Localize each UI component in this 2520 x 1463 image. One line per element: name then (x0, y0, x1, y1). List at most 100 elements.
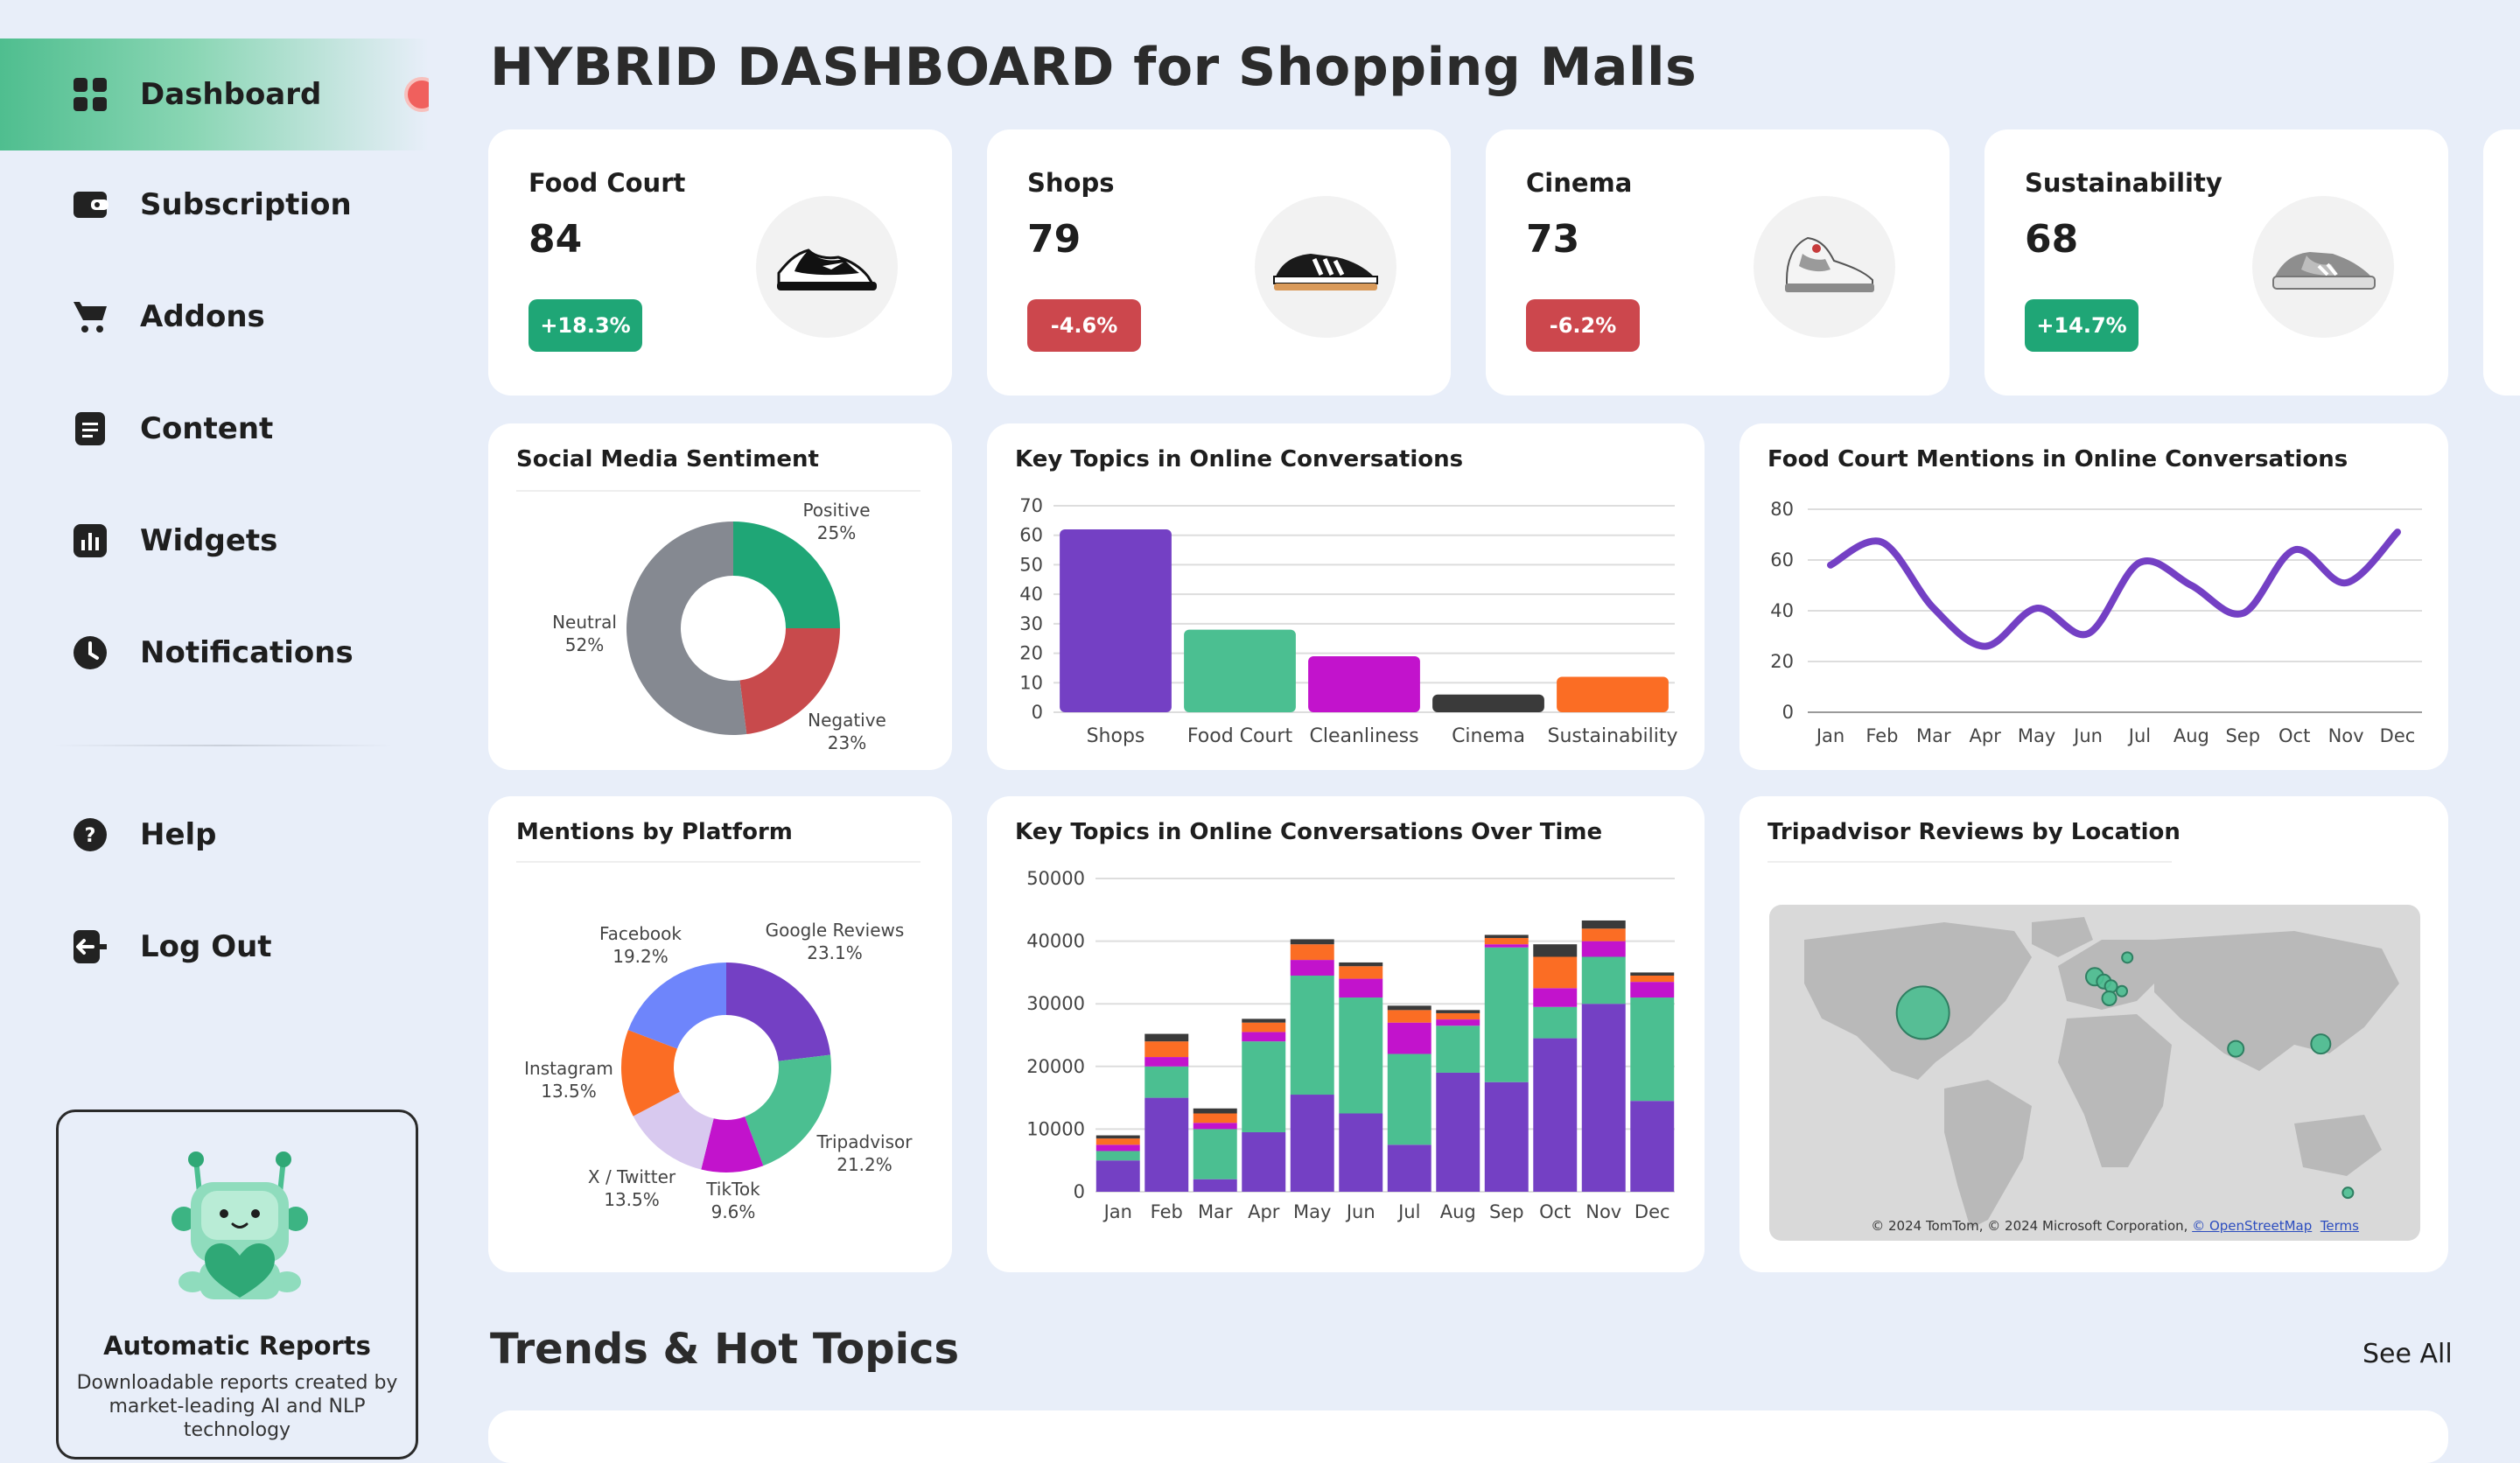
platform-value: 23.1% (807, 942, 863, 963)
bar-segment (1387, 1005, 1432, 1011)
review-bubble (2116, 984, 2128, 998)
key-topics-bar-chart: 0 10 20 30 40 50 60 70 Shops Food Court Cleanlines… (1019, 495, 1677, 747)
bar-segment (1144, 1097, 1189, 1192)
y-tick-label: 0 (1782, 702, 1794, 723)
review-bubble (2104, 979, 2118, 994)
sneaker-icon (1754, 196, 1895, 338)
sidebar-item-subscription[interactable]: Subscription (0, 149, 429, 261)
bar-segment (1339, 998, 1383, 1114)
social-media-sentiment-card: Social Media Sentiment Positive 25% Negati… (488, 424, 952, 770)
platform-value: 21.2% (836, 1154, 892, 1175)
bar-segment (1242, 1022, 1286, 1032)
sidebar-item-help[interactable]: ? Help (0, 779, 429, 891)
bar-segment (1387, 1144, 1432, 1192)
help-icon: ? (72, 816, 108, 853)
x-tick-label: Feb (1151, 1201, 1183, 1222)
review-bubble (2101, 990, 2118, 1006)
review-bubble (2342, 1186, 2355, 1200)
bar-segment (1484, 947, 1529, 1082)
bar-segment (1436, 1072, 1480, 1192)
bar-segment (1193, 1113, 1237, 1124)
bar-segment (1339, 966, 1383, 979)
sidebar-item-label: Log Out (140, 929, 272, 964)
cart-icon (72, 298, 108, 335)
y-tick-label: 30 (1019, 613, 1043, 634)
bar-segment (1484, 1082, 1529, 1192)
openstreetmap-link[interactable]: © OpenStreetMap (2192, 1218, 2313, 1234)
y-tick-label: 40 (1770, 600, 1794, 621)
bar-segment (1533, 988, 1578, 1007)
bar-segment (1630, 982, 1675, 998)
continents (1804, 917, 2399, 1228)
x-tick-label: May (1293, 1201, 1331, 1222)
bar-segment (1242, 1041, 1286, 1132)
sidebar-item-label: Content (140, 411, 274, 446)
x-tick-label: Aug (1440, 1201, 1476, 1222)
bar-segment (1484, 934, 1529, 939)
bar-segment (1290, 944, 1334, 961)
bar-segment (1387, 1022, 1432, 1054)
divider (1768, 861, 2172, 863)
y-tick-label: 60 (1019, 525, 1043, 546)
y-tick-label: 20 (1770, 651, 1794, 672)
y-tick-label: 10 (1019, 672, 1043, 693)
automatic-reports-promo[interactable]: Automatic Reports Downloadable reports c… (56, 1110, 418, 1460)
bar (1432, 694, 1544, 712)
platform-label: Google Reviews (766, 920, 905, 941)
kpi-value: 73 (1526, 217, 1580, 262)
sidebar-item-label: Subscription (140, 187, 352, 222)
platform-value: 13.5% (541, 1081, 597, 1102)
y-tick-label: 40000 (1026, 931, 1085, 952)
bar-segment (1193, 1179, 1237, 1192)
review-bubble (1895, 985, 1950, 1040)
sidebar-item-addons[interactable]: Addons (0, 261, 429, 373)
sentiment-slice (626, 522, 747, 735)
sidebar-item-notifications[interactable]: Notifications (0, 597, 429, 709)
x-tick-label: Aug (2174, 725, 2209, 746)
y-tick-label: 70 (1019, 495, 1043, 516)
mentions-by-platform-card: Mentions by Platform Google Reviews 23.1%… (488, 796, 952, 1272)
kpi-card-cinema[interactable]: Cinema 73 -6.2% (1486, 130, 1950, 396)
card-title: Social Media Sentiment (516, 446, 819, 472)
sentiment-value: 52% (565, 634, 604, 655)
world-map (1804, 917, 2399, 1228)
tripadvisor-map-card: Tripadvisor Reviews by Location © 2024 T… (1740, 796, 2448, 1272)
europe (2058, 940, 2163, 1010)
sidebar-item-dashboard[interactable]: Dashboard (0, 38, 429, 150)
y-tick-label: 80 (1770, 499, 1794, 520)
x-tick-label: Feb (1866, 725, 1898, 746)
y-tick-label: 50000 (1026, 868, 1085, 889)
platform-slice (745, 1054, 831, 1166)
terms-link[interactable]: Terms (2320, 1218, 2359, 1234)
bar-segment (1339, 962, 1383, 967)
y-tick-label: 30000 (1026, 993, 1085, 1014)
sneaker-icon (1255, 196, 1396, 338)
kpi-change-badge: +18.3% (528, 299, 642, 352)
x-tick-label: Food Court (1187, 725, 1293, 747)
kpi-card-shops[interactable]: Shops 79 -4.6% (987, 130, 1451, 396)
bar-segment (1193, 1108, 1237, 1114)
kpi-change-badge: -4.6% (1027, 299, 1141, 352)
sneaker-icon (756, 196, 898, 338)
bar-segment (1387, 1054, 1432, 1145)
trends-section-title: Trends & Hot Topics (490, 1325, 960, 1374)
bar-segment (1533, 944, 1578, 957)
topics-over-time-card: Key Topics in Online Conversations Over … (987, 796, 1704, 1272)
x-tick-label: Sep (1489, 1201, 1524, 1222)
sidebar-item-label: Dashboard (140, 77, 322, 112)
kpi-card-food-court[interactable]: Food Court 84 +18.3% (488, 130, 952, 396)
sidebar-item-widgets[interactable]: Widgets (0, 485, 429, 597)
reviews-map[interactable]: © 2024 TomTom, © 2024 Microsoft Corporat… (1769, 905, 2420, 1241)
bar-segment (1387, 1010, 1432, 1023)
see-all-link[interactable]: See All (2362, 1339, 2453, 1369)
kpi-card-partial (2483, 130, 2520, 396)
sentiment-slice (739, 628, 840, 735)
x-tick-label: Sep (2225, 725, 2260, 746)
kpi-card-sustainability[interactable]: Sustainability 68 +14.7% (1984, 130, 2448, 396)
platform-slice (726, 962, 831, 1061)
x-tick-label: Jun (1345, 1201, 1376, 1222)
sidebar-item-content[interactable]: Content (0, 373, 429, 485)
bar-segment (1339, 978, 1383, 998)
divider (516, 861, 920, 863)
sidebar-item-logout[interactable]: Log Out (0, 891, 429, 1003)
